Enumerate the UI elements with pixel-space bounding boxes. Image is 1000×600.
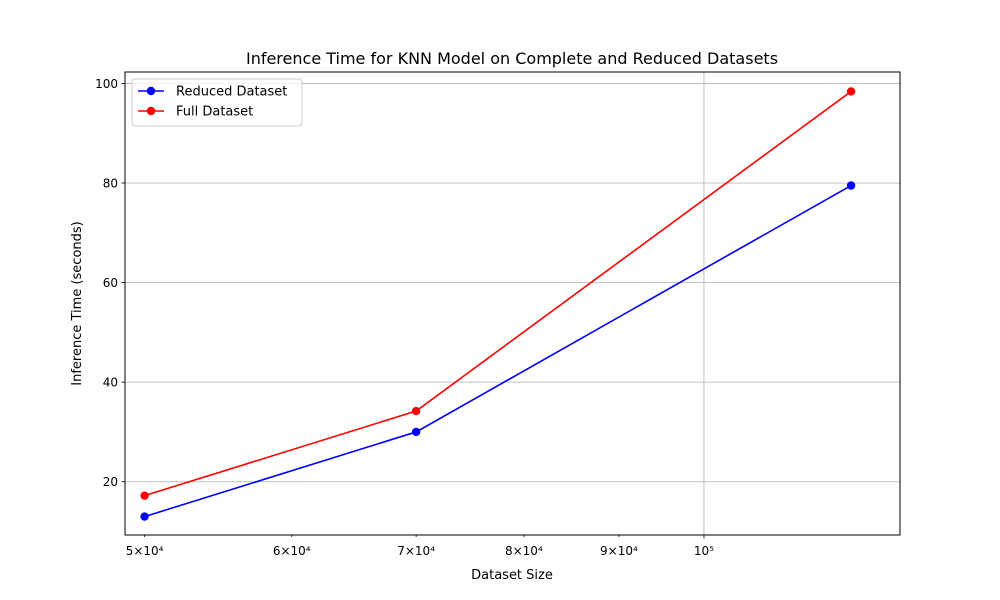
y-tick-label: 40 — [103, 376, 118, 390]
chart-title: Inference Time for KNN Model on Complete… — [246, 49, 778, 68]
data-point — [846, 87, 856, 96]
legend-frame — [131, 78, 303, 127]
y-axis-label: Inference Time (seconds) — [70, 221, 85, 385]
x-tick-label: 5×10⁴ — [126, 544, 164, 558]
y-tick-label: 20 — [103, 475, 118, 489]
axis-ticks: 20 40 60 80 100 5×10⁴ 6×10⁴ 7×10⁴ 8×10⁴ 9×10⁴ 10⁵ — [95, 77, 714, 558]
legend: Reduced Dataset Full Dataset — [131, 78, 303, 127]
legend-marker — [146, 86, 156, 96]
data-point — [411, 406, 421, 416]
x-tick-label: 7×10⁴ — [397, 544, 435, 558]
series-layer — [140, 87, 856, 521]
legend-marker — [146, 106, 156, 116]
data-point — [140, 512, 149, 521]
data-point — [411, 427, 421, 437]
data-point — [140, 491, 149, 500]
x-tick-label: 10⁵ — [694, 544, 714, 558]
y-tick-label: 80 — [103, 177, 118, 191]
x-axis-label: Dataset Size — [471, 568, 553, 583]
y-tick-label: 100 — [95, 77, 118, 91]
x-tick-label: 9×10⁴ — [600, 544, 638, 558]
legend-label: Full Dataset — [176, 105, 253, 120]
plot-area-frame — [124, 71, 901, 536]
legend-label: Reduced Dataset — [176, 85, 287, 100]
x-tick-label: 6×10⁴ — [273, 544, 311, 558]
x-tick-label: 8×10⁴ — [505, 544, 543, 558]
y-tick-label: 60 — [103, 276, 118, 290]
data-point — [846, 181, 856, 190]
